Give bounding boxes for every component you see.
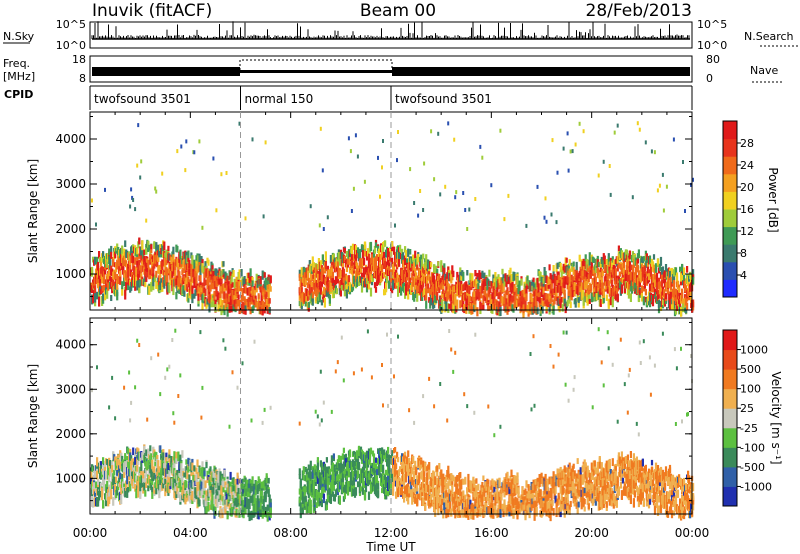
velocity-panel: 1000 2000 3000 4000 Slant Range [km] 1000 50…	[26, 317, 783, 554]
y-tick-label: 2000	[55, 427, 86, 441]
nsky-strip: N.Sky 10^5 10^0 10^5 10^0 N.Search	[3, 18, 798, 52]
nsearch-tick-bottom: 10^0	[697, 39, 727, 52]
freq-unit: [MHz]	[3, 70, 35, 83]
colorbar-tick-label: 8	[740, 247, 747, 260]
x-tick-label: 00:00	[73, 526, 108, 540]
power-ylabel: Slant Range [km]	[26, 159, 40, 263]
nsky-tick-bottom: 10^0	[56, 39, 86, 52]
nsky-series	[91, 21, 690, 40]
velocity-colorbar: 1000 500 100 25 -25 -100 -500 -1000	[722, 329, 772, 507]
power-colorbar-label: Power [dB]	[766, 167, 780, 232]
nsearch-tick-top: 10^5	[697, 18, 727, 31]
y-tick-label: 1000	[55, 267, 86, 281]
freq-tick-top: 18	[72, 53, 86, 66]
cpid-label: CPID	[4, 88, 33, 101]
y-tick-label: 2000	[55, 222, 86, 236]
cpid-strip: CPID twofsound 3501 normal 150 twofsound 3…	[4, 85, 693, 110]
colorbar-tick-label: 4	[740, 269, 747, 282]
freq-label: Freq.	[3, 57, 30, 70]
colorbar-tick-label: -100	[740, 441, 765, 454]
cpid-segment-label: normal 150	[245, 92, 314, 106]
cpid-segment-label: twofsound 3501	[94, 92, 191, 106]
station-title: Inuvik (fitACF)	[92, 1, 212, 21]
x-tick-label: 16:00	[474, 526, 509, 540]
power-series	[90, 121, 695, 318]
y-tick-label: 3000	[55, 177, 86, 191]
colorbar-tick-label: 25	[740, 402, 754, 415]
velocity-ylabel: Slant Range [km]	[26, 364, 40, 468]
beam-title: Beam 00	[360, 1, 436, 21]
power-colorbar: 4 8 12 16 20 24 28	[722, 120, 754, 298]
power-panel: 1000 2000 3000 4000 Slant Range [km] 4 8 12 16…	[26, 111, 780, 318]
colorbar-tick-label: 16	[740, 203, 754, 216]
freq-tick-bottom: 8	[79, 72, 86, 85]
x-tick-label: 20:00	[574, 526, 609, 540]
nave-tick-top: 80	[706, 53, 720, 66]
time-axis-label: Time UT	[365, 540, 416, 554]
date-title: 28/Feb/2013	[586, 1, 692, 21]
colorbar-tick-label: 1000	[740, 344, 768, 357]
y-tick-label: 1000	[55, 471, 86, 485]
colorbar-tick-label: 12	[740, 225, 754, 238]
nsearch-label: N.Search	[744, 30, 794, 43]
colorbar-tick-label: 28	[740, 137, 754, 150]
colorbar-tick-label: 24	[740, 159, 754, 172]
nsky-label: N.Sky	[3, 30, 35, 43]
nsky-tick-top: 10^5	[56, 18, 86, 31]
colorbar-tick-label: -1000	[740, 480, 772, 493]
colorbar-tick-label: 100	[740, 383, 761, 396]
colorbar-tick-label: -500	[740, 461, 765, 474]
freq-strip: Freq. [MHz] 18 8 80 0 Nave	[3, 53, 782, 85]
colorbar-tick-label: 500	[740, 363, 761, 376]
y-tick-label: 4000	[55, 338, 86, 352]
colorbar-tick-label: 20	[740, 181, 754, 194]
x-tick-label: 08:00	[273, 526, 308, 540]
velocity-series	[90, 327, 695, 522]
velocity-colorbar-label: Velocity [m s⁻¹]	[769, 371, 783, 464]
x-tick-label: 12:00	[374, 526, 409, 540]
cpid-segment-label: twofsound 3501	[395, 92, 492, 106]
nave-tick-bottom: 0	[706, 72, 713, 85]
colorbar-tick-label: -25	[740, 422, 758, 435]
nave-label: Nave	[750, 64, 778, 77]
y-tick-label: 4000	[55, 132, 86, 146]
x-tick-label: 04:00	[173, 526, 208, 540]
y-tick-label: 3000	[55, 382, 86, 396]
x-tick-label: 00:00	[675, 526, 710, 540]
